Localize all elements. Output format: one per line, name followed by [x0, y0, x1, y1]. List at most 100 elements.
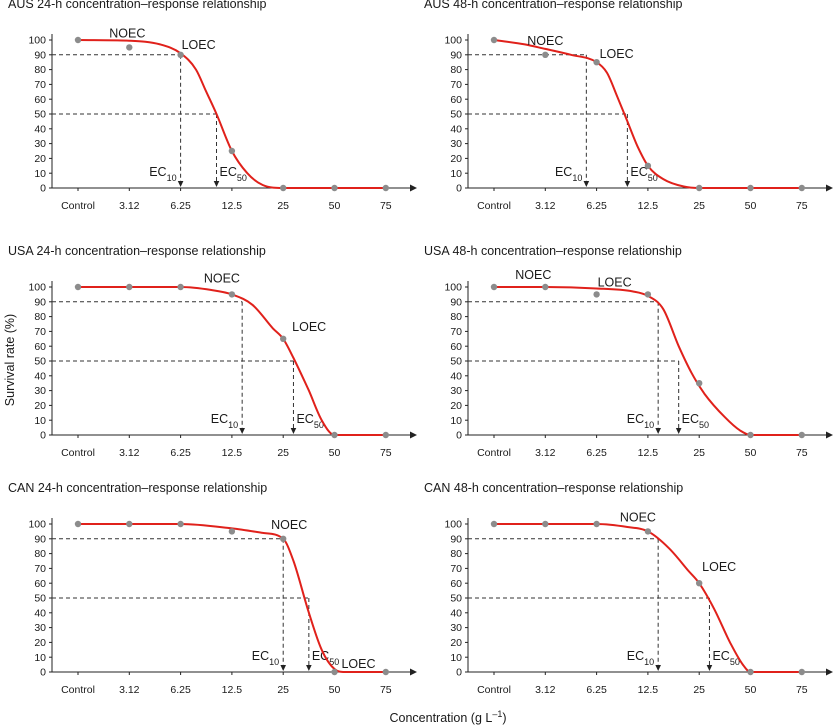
ec50-label: EC50: [312, 649, 339, 667]
x-tick-label: 3.12: [119, 200, 140, 212]
y-tick-label: 40: [450, 123, 462, 135]
y-tick-label: 60: [450, 94, 462, 106]
ec50-label: EC50: [220, 165, 247, 183]
noec-label: NOEC: [271, 518, 307, 532]
x-tick-label: 75: [380, 200, 392, 212]
chart-panel: AUS 48-h concentration–response relation…: [424, 0, 833, 212]
x-tick-label: 3.12: [535, 447, 556, 459]
chart-title: CAN 24-h concentration–response relation…: [8, 481, 267, 495]
chart-title: CAN 48-h concentration–response relation…: [424, 481, 683, 495]
noec-label: NOEC: [515, 268, 551, 282]
observed-point: [644, 162, 652, 169]
y-tick-label: 0: [456, 667, 462, 679]
x-axis-arrow-icon: [410, 431, 417, 439]
loec-label: LOEC: [598, 275, 632, 289]
x-tick-label: 75: [380, 684, 392, 696]
x-axis-label: Concentration (g L–1): [389, 709, 506, 725]
y-tick-label: 90: [34, 533, 46, 545]
y-tick-label: 100: [28, 519, 46, 531]
observed-point: [331, 668, 338, 676]
y-tick-label: 20: [34, 400, 46, 412]
y-tick-label: 30: [450, 385, 462, 397]
y-tick-label: 10: [450, 652, 462, 664]
y-tick-label: 80: [450, 64, 462, 76]
observed-point: [747, 431, 754, 439]
x-tick-label: 25: [277, 447, 289, 459]
observed-point: [126, 520, 133, 528]
chart-title: AUS 48-h concentration–response relation…: [424, 0, 683, 11]
loec-label: LOEC: [182, 38, 216, 52]
observed-point: [228, 528, 236, 535]
x-axis-arrow-icon: [826, 184, 833, 192]
loec-label: LOEC: [341, 657, 375, 671]
observed-point: [542, 520, 549, 528]
x-tick-label: 6.25: [170, 447, 191, 459]
observed-point: [593, 59, 600, 66]
y-axis-label: Survival rate (%): [3, 314, 17, 406]
y-tick-label: 90: [450, 49, 462, 61]
chart-panel: CAN 24-h concentration–response relation…: [8, 481, 417, 696]
y-tick-label: 10: [34, 168, 46, 180]
y-tick-label: 70: [34, 563, 46, 575]
y-tick-label: 20: [450, 400, 462, 412]
y-tick-label: 40: [450, 607, 462, 619]
y-tick-label: 70: [450, 79, 462, 91]
y-tick-label: 70: [450, 563, 462, 575]
x-tick-label: 50: [329, 684, 341, 696]
ec10-arrow-icon: [583, 181, 590, 187]
y-tick-label: 100: [444, 519, 462, 531]
y-tick-label: 60: [450, 341, 462, 353]
y-tick-label: 30: [34, 138, 46, 150]
x-tick-label: 50: [329, 200, 341, 212]
observed-point: [696, 380, 703, 387]
x-tick-label: 6.25: [170, 200, 191, 212]
x-tick-label: 75: [796, 447, 808, 459]
y-tick-label: 100: [28, 282, 46, 294]
observed-point: [228, 147, 236, 155]
y-tick-label: 20: [450, 637, 462, 649]
y-tick-label: 40: [34, 370, 46, 382]
y-tick-label: 80: [450, 311, 462, 323]
observed-point: [280, 535, 287, 542]
y-tick-label: 100: [28, 35, 46, 47]
y-tick-label: 40: [34, 123, 46, 135]
x-tick-label: 50: [329, 447, 341, 459]
ec10-label: EC10: [555, 165, 582, 183]
ec50-arrow-icon: [213, 181, 220, 187]
observed-point: [593, 520, 600, 528]
x-tick-label: Control: [61, 447, 95, 459]
x-tick-label: 6.25: [586, 200, 607, 212]
y-tick-label: 90: [450, 296, 462, 308]
loec-label: LOEC: [600, 47, 634, 61]
x-tick-label: Control: [61, 200, 95, 212]
observed-point: [331, 184, 338, 192]
x-tick-label: 25: [693, 200, 705, 212]
ec10-arrow-icon: [280, 665, 286, 671]
x-tick-label: 12.5: [222, 200, 243, 212]
y-tick-label: 20: [34, 637, 46, 649]
x-tick-label: 3.12: [535, 684, 556, 696]
y-tick-label: 100: [444, 35, 462, 47]
x-tick-label: 75: [796, 684, 808, 696]
y-tick-label: 60: [34, 94, 46, 106]
x-axis-arrow-icon: [410, 184, 417, 192]
y-tick-label: 0: [40, 430, 46, 442]
y-tick-label: 80: [34, 548, 46, 560]
x-tick-label: 25: [277, 200, 289, 212]
loec-label: LOEC: [702, 560, 736, 574]
observed-point: [644, 528, 652, 535]
x-tick-label: Control: [61, 684, 95, 696]
ec10-label: EC10: [211, 412, 238, 430]
x-tick-label: 6.25: [586, 684, 607, 696]
observed-point: [126, 283, 133, 291]
y-tick-label: 90: [34, 49, 46, 61]
x-tick-label: 3.12: [119, 684, 140, 696]
y-tick-label: 90: [34, 296, 46, 308]
chart-title: USA 48-h concentration–response relation…: [424, 244, 682, 258]
ec50-arrow-icon: [706, 665, 713, 671]
observed-point: [696, 184, 703, 192]
x-tick-label: 75: [380, 447, 392, 459]
y-tick-label: 60: [34, 578, 46, 590]
y-tick-label: 10: [34, 652, 46, 664]
